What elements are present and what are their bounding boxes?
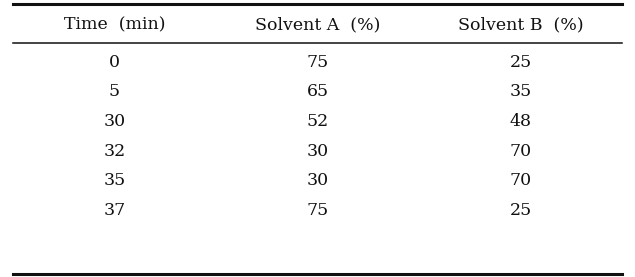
Text: 25: 25 [509,54,532,71]
Text: 52: 52 [306,113,329,130]
Text: 30: 30 [307,172,328,189]
Text: 30: 30 [307,143,328,160]
Text: Time  (min): Time (min) [64,16,165,34]
Text: 32: 32 [103,143,126,160]
Text: 65: 65 [307,83,328,101]
Text: 35: 35 [509,83,532,101]
Text: 48: 48 [510,113,531,130]
Text: 30: 30 [104,113,125,130]
Text: 25: 25 [509,202,532,219]
Text: 37: 37 [103,202,126,219]
Text: 70: 70 [510,172,531,189]
Text: 75: 75 [306,202,329,219]
Text: Solvent A  (%): Solvent A (%) [255,16,380,34]
Text: 35: 35 [103,172,126,189]
Text: 70: 70 [510,143,531,160]
Text: 75: 75 [306,54,329,71]
Text: Solvent B  (%): Solvent B (%) [458,16,584,34]
Text: 5: 5 [109,83,120,101]
Text: 0: 0 [109,54,120,71]
